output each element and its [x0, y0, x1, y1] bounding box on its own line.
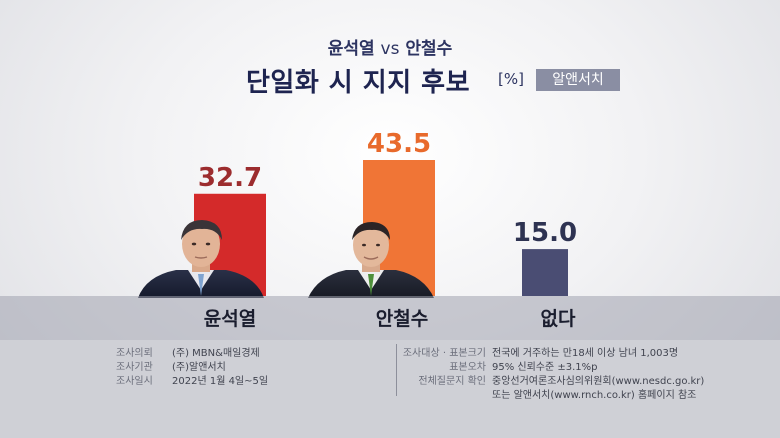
category-label-ahn: 안철수 [375, 308, 429, 330]
info-value-questionnaire-alt: 또는 알앤서치(www.rnch.co.kr) 홈페이지 참조 [492, 390, 697, 401]
info-divider [396, 344, 397, 396]
info-value-target: 전국에 거주하는 만18세 이상 남녀 1,003명 [492, 348, 679, 359]
category-band [0, 296, 780, 340]
chart-subtitle: 윤석열 vs 안철수 [0, 34, 780, 59]
info-key-date: 조사일시 [116, 376, 153, 387]
info-value-agency: (주)알앤서치 [172, 362, 226, 373]
photo-ahn [308, 222, 434, 298]
category-label-yoon: 윤석열 [203, 308, 257, 330]
info-key-agency: 조사기관 [116, 362, 153, 373]
info-key-error: 표본오차 [449, 362, 486, 373]
info-key-client: 조사의뢰 [116, 348, 153, 359]
subtitle-vs: vs [380, 39, 400, 59]
value-label-yoon: 32.7 [198, 163, 262, 193]
chart-title: 단일화 시 지지 후보 [246, 68, 471, 98]
value-label-none: 15.0 [513, 218, 577, 248]
unit-label: [%] [498, 70, 524, 88]
info-key-questionnaire: 전체질문지 확인 [418, 376, 486, 387]
value-label-ahn: 43.5 [367, 129, 431, 159]
bar-none [522, 249, 568, 296]
source-badge: 알앤서치 [536, 69, 620, 91]
info-value-error: 95% 신뢰수준 ±3.1%p [492, 362, 598, 373]
survey-info-panel [0, 340, 780, 438]
info-key-target: 조사대상 · 표본크기 [402, 348, 486, 359]
info-value-questionnaire: 중앙선거여론조사심의위원회(www.nesdc.go.kr) [492, 376, 705, 387]
subtitle-candidate-1: 윤석열 [327, 39, 375, 59]
info-value-client: (주) MBN&매일경제 [172, 348, 260, 359]
title-row: 단일화 시 지지 후보 [%] 알앤서치 [0, 62, 780, 98]
photo-yoon [138, 220, 264, 298]
category-label-none: 없다 [540, 308, 576, 330]
info-value-date: 2022년 1월 4일~5일 [172, 376, 269, 387]
subtitle-candidate-2: 안철수 [405, 39, 453, 59]
